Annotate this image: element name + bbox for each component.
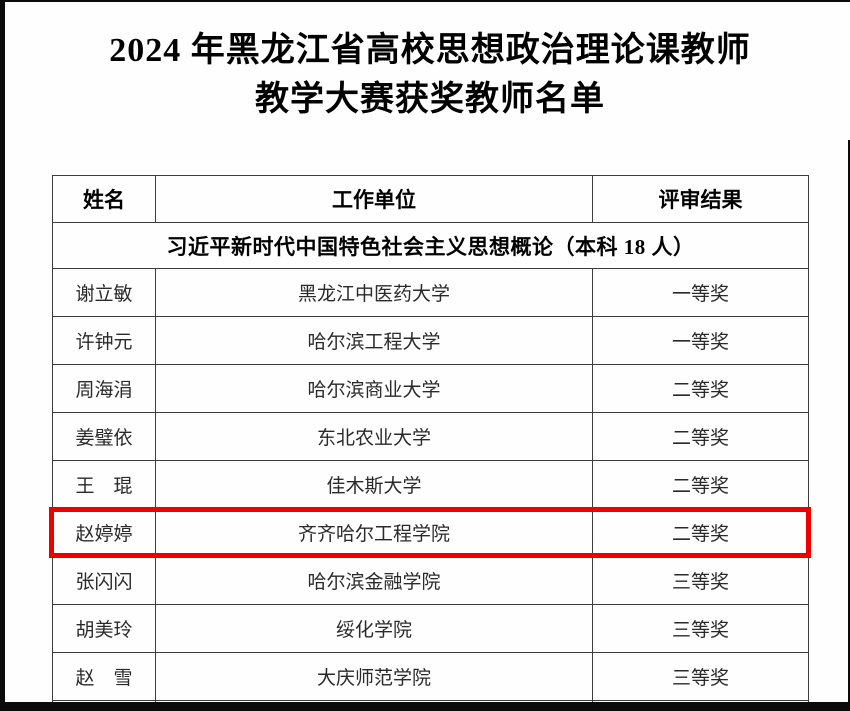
- result-cell: 三等奖: [592, 556, 809, 605]
- result-cell: 三等奖: [592, 604, 809, 653]
- document-title-line-1: 2024 年黑龙江省高校思想政治理论课教师: [109, 32, 751, 69]
- name-cell: 赵婷婷: [52, 508, 156, 557]
- scan-edge-left: [0, 0, 5, 711]
- table-row-highlighted: 赵婷婷 齐齐哈尔工程学院 二等奖: [52, 508, 809, 557]
- award-table: 姓名 工作单位 评审结果 习近平新时代中国特色社会主义思想概论（本科 18 人）…: [52, 175, 809, 711]
- table-row: 周海涓 哈尔滨商业大学 二等奖: [52, 364, 809, 413]
- result-cell: 二等奖: [592, 412, 809, 461]
- unit-cell: 哈尔滨工程大学: [155, 316, 593, 365]
- document-title-line-2: 教学大赛获奖教师名单: [255, 81, 605, 118]
- unit-cell: 大庆师范学院: [155, 652, 593, 701]
- name-cell: 王 琨: [52, 460, 156, 509]
- scan-edge-top: [0, 0, 850, 2]
- header-result: 评审结果: [592, 175, 809, 223]
- document-title: 2024 年黑龙江省高校思想政治理论课教师 教学大赛获奖教师名单: [52, 26, 808, 124]
- name-cell: 谢立敏: [52, 268, 156, 317]
- table-row: 许钟元 哈尔滨工程大学 一等奖: [52, 316, 809, 365]
- result-cell: 二等奖: [592, 460, 809, 509]
- table-section-row: 习近平新时代中国特色社会主义思想概论（本科 18 人）: [52, 222, 809, 269]
- table-row: 赵 雪 大庆师范学院 三等奖: [52, 652, 809, 701]
- name-cell: 张闪闪: [52, 556, 156, 605]
- name-cell: 周海涓: [52, 364, 156, 413]
- name-cell: 胡美玲: [52, 604, 156, 653]
- unit-cell: 齐齐哈尔工程学院: [155, 508, 593, 557]
- name-cell: 许钟元: [52, 316, 156, 365]
- name-cell: 姜璧依: [52, 412, 156, 461]
- table-row: 张闪闪 哈尔滨金融学院 三等奖: [52, 556, 809, 605]
- unit-cell: 绥化学院: [155, 604, 593, 653]
- result-cell: 二等奖: [592, 364, 809, 413]
- header-unit: 工作单位: [155, 175, 593, 223]
- section-title: 习近平新时代中国特色社会主义思想概论（本科 18 人）: [52, 222, 809, 269]
- result-cell: 三等奖: [592, 652, 809, 701]
- unit-cell: 东北农业大学: [155, 412, 593, 461]
- result-cell: 一等奖: [592, 268, 809, 317]
- unit-cell: 哈尔滨商业大学: [155, 364, 593, 413]
- table-row: 姜璧依 东北农业大学 二等奖: [52, 412, 809, 461]
- scan-edge-bottom: [0, 702, 850, 711]
- unit-cell: 佳木斯大学: [155, 460, 593, 509]
- unit-cell: 哈尔滨金融学院: [155, 556, 593, 605]
- table-row: 王 琨 佳木斯大学 二等奖: [52, 460, 809, 509]
- table-row: 谢立敏 黑龙江中医药大学 一等奖: [52, 268, 809, 317]
- header-name: 姓名: [52, 175, 156, 223]
- scan-edge-right: [848, 140, 850, 711]
- unit-cell: 黑龙江中医药大学: [155, 268, 593, 317]
- table-row: 胡美玲 绥化学院 三等奖: [52, 604, 809, 653]
- table-header-row: 姓名 工作单位 评审结果: [52, 175, 809, 223]
- name-cell: 赵 雪: [52, 652, 156, 701]
- result-cell: 一等奖: [592, 316, 809, 365]
- result-cell: 二等奖: [592, 508, 809, 557]
